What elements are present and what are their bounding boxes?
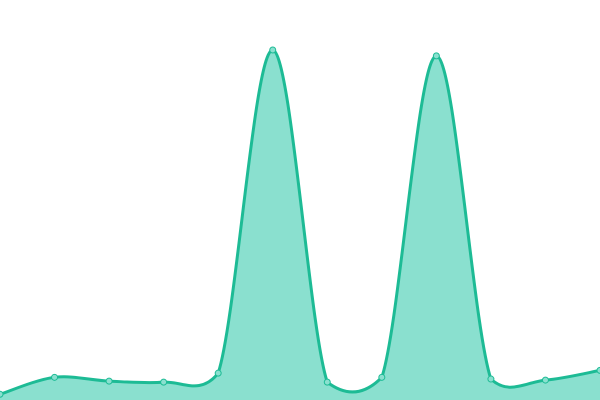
data-point-8 — [432, 52, 440, 60]
data-point-6 — [323, 378, 331, 386]
data-points — [0, 46, 600, 398]
data-point-3 — [160, 378, 168, 386]
series-line — [0, 48, 600, 396]
data-point-5 — [269, 46, 277, 54]
data-point-1 — [51, 373, 59, 381]
area-fill — [0, 49, 600, 400]
data-point-2 — [105, 377, 113, 385]
data-point-10 — [541, 376, 549, 384]
data-point-0 — [0, 390, 4, 398]
data-point-4 — [214, 369, 222, 377]
data-point-7 — [378, 373, 386, 381]
data-point-11 — [596, 366, 600, 374]
data-point-9 — [487, 375, 495, 383]
